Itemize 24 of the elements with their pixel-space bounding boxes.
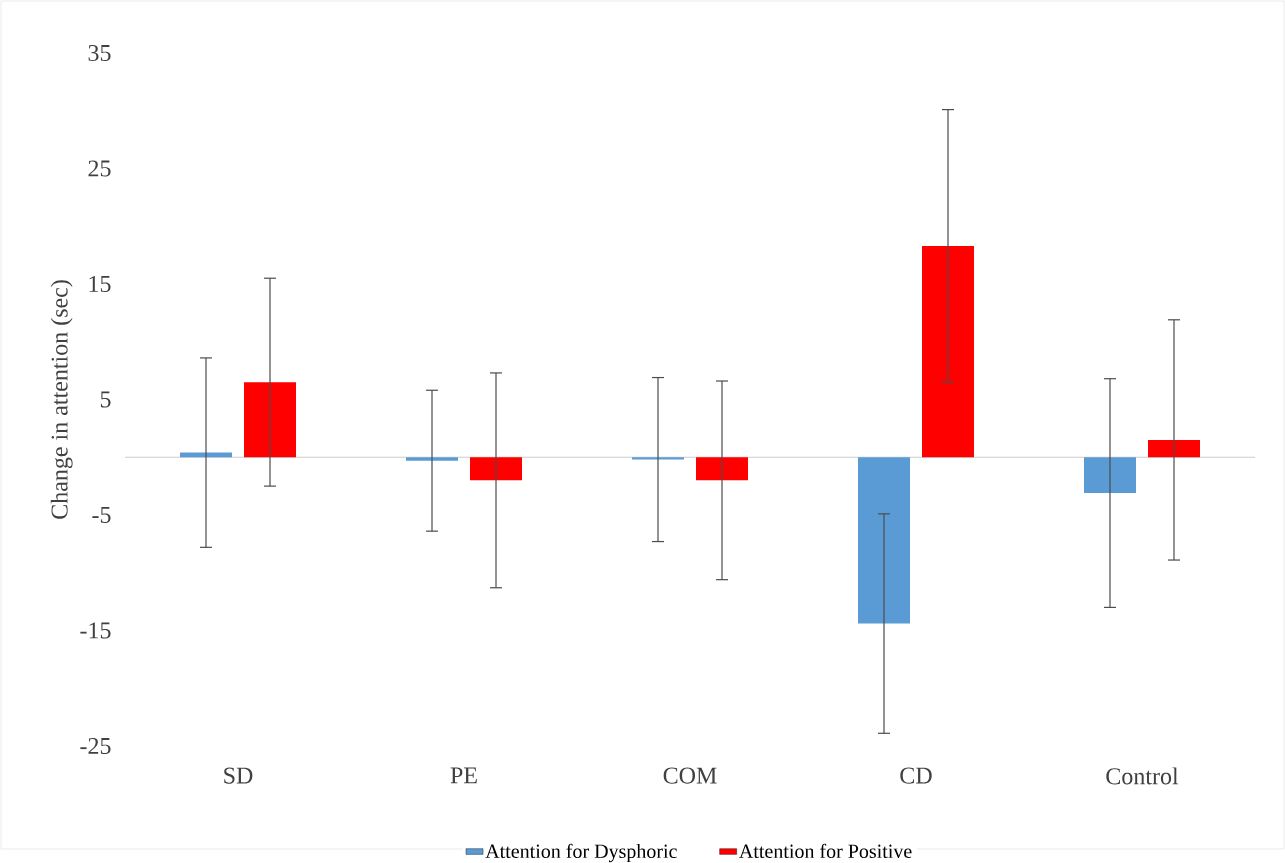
bar (1084, 457, 1136, 493)
x-tick-label: PE (450, 767, 477, 784)
x-tick-label: CD (900, 767, 932, 784)
x-tick-label: SD (224, 767, 253, 784)
legend-label: Attention for Positive (739, 843, 912, 858)
y-tick-label: -15 (80, 622, 111, 639)
bar (470, 457, 522, 481)
x-tick-label: Control (1106, 767, 1179, 785)
bar (696, 457, 748, 481)
y-tick-label: 15 (89, 275, 111, 292)
y-tick-label: 25 (88, 160, 111, 177)
y-tick-label: 35 (88, 44, 111, 61)
bar (406, 457, 458, 461)
bar (632, 457, 684, 460)
y-tick-label: -25 (80, 737, 111, 754)
bar (1148, 439, 1200, 458)
y-axis-title: Change in attention (sec) (50, 280, 73, 519)
bar (858, 457, 910, 624)
y-tick-label: 5 (100, 391, 111, 408)
y-tick-label: -5 (92, 506, 111, 523)
legend-label: Attention for Dysphoric (485, 843, 677, 862)
bar (922, 245, 974, 458)
x-tick-label: COM (663, 767, 717, 784)
bar (244, 382, 296, 458)
